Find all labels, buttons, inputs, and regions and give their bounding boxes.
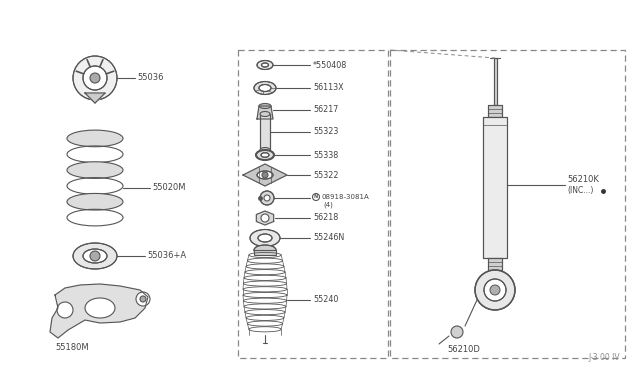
Ellipse shape [256, 150, 274, 160]
Circle shape [264, 195, 270, 201]
Ellipse shape [67, 162, 123, 179]
Text: 55180M: 55180M [55, 343, 88, 353]
Circle shape [73, 56, 117, 100]
Ellipse shape [258, 234, 272, 242]
Text: 55322: 55322 [313, 170, 339, 180]
Circle shape [90, 73, 100, 83]
Circle shape [140, 296, 146, 302]
Text: N: N [314, 195, 318, 199]
Bar [260, 114, 270, 150]
Bar [483, 117, 507, 258]
Text: 56218: 56218 [313, 214, 339, 222]
Text: 55338: 55338 [313, 151, 339, 160]
Ellipse shape [259, 84, 271, 92]
Text: (INC...): (INC...) [567, 186, 593, 196]
Text: J-3 00 IV: J-3 00 IV [588, 353, 620, 362]
Ellipse shape [67, 193, 123, 210]
Text: 55036+A: 55036+A [147, 251, 186, 260]
Ellipse shape [259, 103, 271, 109]
Ellipse shape [260, 148, 270, 153]
Ellipse shape [67, 130, 123, 147]
Text: 56210K: 56210K [567, 174, 599, 183]
Text: *550408: *550408 [313, 61, 348, 70]
Ellipse shape [257, 171, 273, 179]
Bar [494, 58, 497, 105]
Text: 56210D: 56210D [447, 346, 480, 355]
Circle shape [57, 302, 73, 318]
Polygon shape [257, 106, 273, 119]
Polygon shape [257, 211, 274, 225]
Circle shape [260, 191, 274, 205]
Bar [494, 58, 497, 105]
Ellipse shape [262, 63, 269, 67]
Bar [488, 105, 502, 117]
Circle shape [451, 326, 463, 338]
Text: 56217: 56217 [313, 106, 339, 115]
Bar [390, 50, 625, 358]
Ellipse shape [250, 230, 280, 247]
Text: (4): (4) [323, 202, 333, 208]
Circle shape [484, 279, 506, 301]
Circle shape [83, 66, 107, 90]
Bar [488, 105, 502, 117]
Circle shape [262, 172, 268, 178]
Circle shape [475, 270, 515, 310]
Text: 56113X: 56113X [313, 83, 344, 93]
Polygon shape [85, 93, 105, 103]
Ellipse shape [73, 243, 117, 269]
Text: 55020M: 55020M [152, 183, 186, 192]
Text: 55240: 55240 [313, 295, 339, 305]
Text: 55323: 55323 [313, 128, 339, 137]
Text: 55036: 55036 [137, 74, 163, 83]
Polygon shape [243, 164, 287, 186]
Bar [260, 114, 270, 150]
Circle shape [90, 251, 100, 261]
Text: 08918-3081A: 08918-3081A [321, 194, 369, 200]
Circle shape [261, 214, 269, 222]
Ellipse shape [85, 298, 115, 318]
Ellipse shape [261, 153, 269, 157]
Bar [483, 117, 507, 258]
Ellipse shape [83, 249, 107, 263]
Circle shape [490, 285, 500, 295]
Bar [488, 258, 502, 270]
Bar [488, 258, 502, 270]
Ellipse shape [257, 61, 273, 70]
Ellipse shape [260, 112, 270, 116]
Text: 55246N: 55246N [313, 234, 344, 243]
Circle shape [136, 292, 150, 306]
Polygon shape [50, 284, 148, 338]
Ellipse shape [254, 245, 276, 255]
Ellipse shape [254, 81, 276, 94]
Bar [254, 250, 276, 255]
Bar [238, 50, 388, 358]
